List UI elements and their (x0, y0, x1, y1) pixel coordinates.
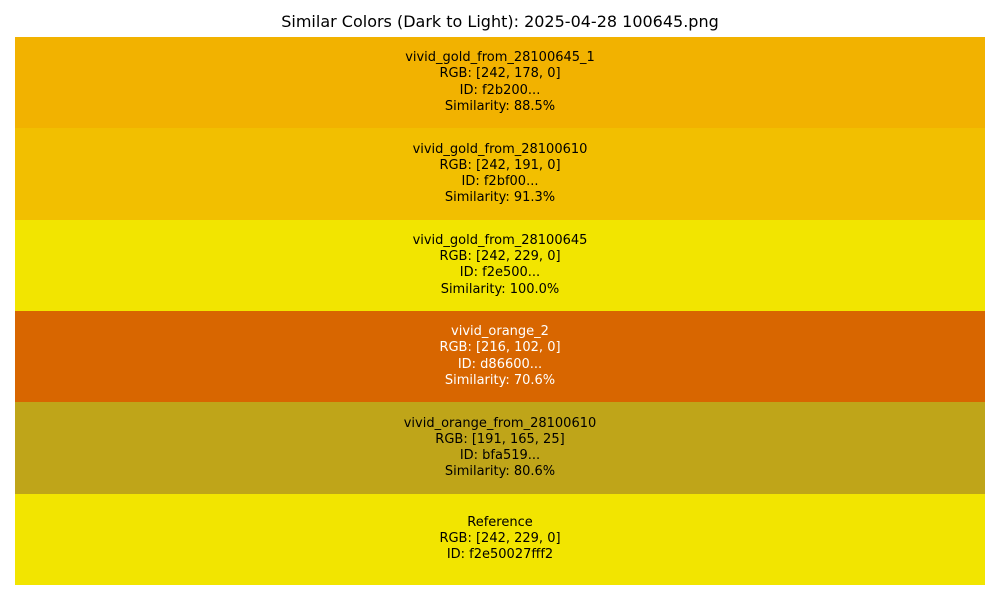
swatch-rgb: RGB: [242, 229, 0] (439, 249, 561, 265)
swatch-name: vivid_orange_from_28100610 (403, 415, 597, 431)
swatch-name: vivid_gold_from_28100645 (412, 232, 588, 248)
swatch-id: ID: f2bf00... (461, 173, 539, 189)
swatch-similarity: Similarity: 70.6% (444, 372, 556, 388)
color-swatch: vivid_orange_2 RGB: [216, 102, 0] ID: d866… (15, 311, 985, 403)
chart-title: Similar Colors (Dark to Light): 2025-04-… (281, 12, 719, 31)
swatch-similarity: Similarity: 100.0% (440, 281, 560, 297)
color-swatch: vivid_gold_from_28100645 RGB: [242, 229, … (15, 219, 985, 311)
color-swatch: vivid_gold_from_28100645_1 RGB: [242, 178… (15, 37, 985, 129)
swatch-name: Reference (467, 515, 533, 531)
color-swatch: Reference RGB: [242, 229, 0] ID: f2e50027f… (15, 493, 985, 585)
swatch-rgb: RGB: [242, 178, 0] (439, 66, 561, 82)
swatch-id: ID: f2b200... (459, 82, 541, 98)
swatch-rgb: RGB: [191, 165, 25] (435, 431, 565, 447)
swatch-rgb: RGB: [242, 229, 0] (439, 531, 561, 547)
swatch-stack: vivid_gold_from_28100645_1 RGB: [242, 178… (15, 37, 985, 585)
swatch-rgb: RGB: [242, 191, 0] (439, 157, 561, 173)
swatch-id: ID: bfa519... (459, 447, 541, 463)
swatch-id: ID: f2e500... (459, 265, 541, 281)
swatch-similarity: Similarity: 91.3% (444, 190, 556, 206)
swatch-id: ID: d86600... (457, 356, 543, 372)
swatch-id: ID: f2e50027fff2 (446, 547, 554, 563)
color-swatch: vivid_orange_from_28100610 RGB: [191, 165… (15, 402, 985, 494)
swatch-similarity: Similarity: 88.5% (444, 98, 556, 114)
swatch-similarity: Similarity: 80.6% (444, 464, 556, 480)
swatch-rgb: RGB: [216, 102, 0] (439, 340, 561, 356)
color-swatch: vivid_gold_from_28100610 RGB: [242, 191, … (15, 128, 985, 220)
swatch-name: vivid_gold_from_28100610 (412, 141, 588, 157)
swatch-name: vivid_gold_from_28100645_1 (405, 50, 595, 66)
swatch-name: vivid_orange_2 (451, 324, 549, 340)
